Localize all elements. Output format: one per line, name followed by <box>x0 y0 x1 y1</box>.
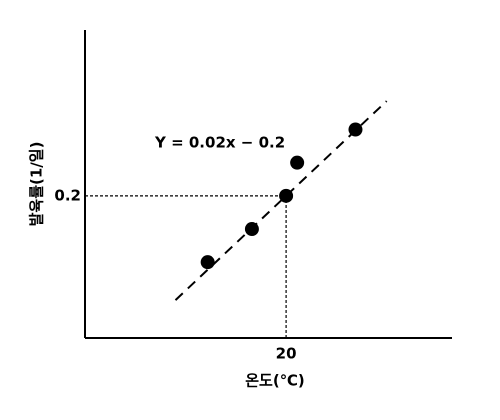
point <box>244 222 259 237</box>
point <box>290 155 305 170</box>
x-axis-label: 온도(℃) <box>245 372 304 390</box>
y-axis-label: 발육률(1/일) <box>28 142 46 227</box>
x-tick-label: 20 <box>276 345 297 363</box>
point <box>200 255 215 270</box>
point <box>279 188 294 203</box>
y-tick-label: 0.2 <box>54 186 81 204</box>
equation: Y = 0.02x − 0.2 <box>154 134 285 152</box>
point <box>348 122 363 137</box>
